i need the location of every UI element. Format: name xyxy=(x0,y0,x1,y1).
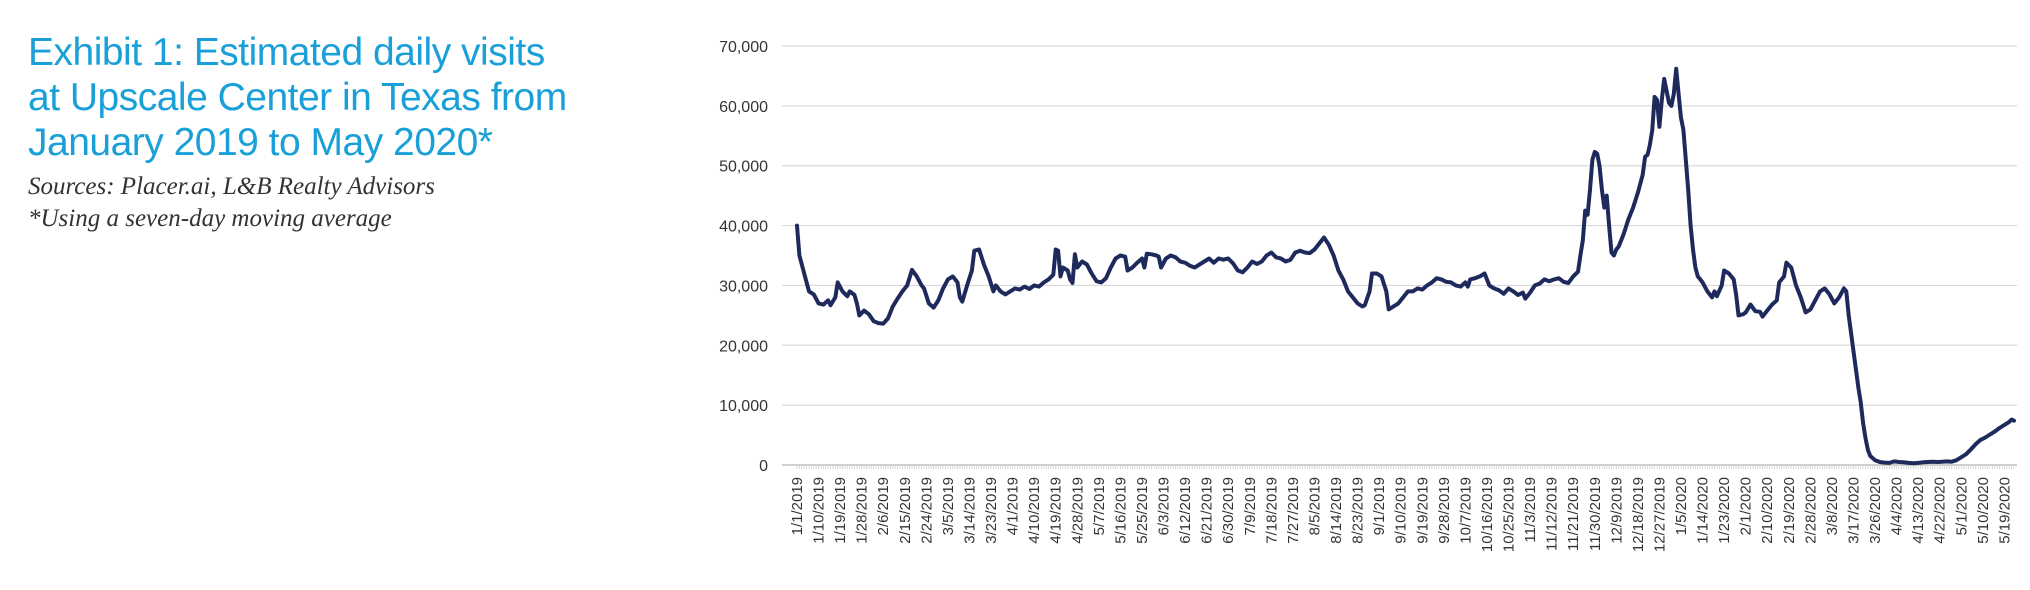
x-tick-label: 5/25/2019 xyxy=(1134,477,1151,544)
y-tick-label: 20,000 xyxy=(719,338,768,355)
x-tick-label: 8/14/2019 xyxy=(1328,477,1345,544)
x-axis-ticks: 1/1/2019 1/10/2019 1/19/2019 1/28/2019 2/6/2… xyxy=(789,477,2013,552)
y-tick-label: 60,000 xyxy=(719,99,768,116)
x-tick-label: 3/17/2020 xyxy=(1845,477,1862,544)
x-tick-label: 3/26/2020 xyxy=(1867,477,1884,544)
x-tick-label: 1/19/2019 xyxy=(832,477,849,544)
footnote: *Using a seven-day moving average xyxy=(28,205,392,232)
x-tick-label: 5/10/2020 xyxy=(1975,477,1992,544)
x-tick-label: 10/7/2019 xyxy=(1457,477,1474,544)
y-tick-label: 30,000 xyxy=(719,278,768,295)
x-tick-label: 8/23/2019 xyxy=(1350,477,1367,544)
x-tick-label: 7/27/2019 xyxy=(1285,477,1302,544)
y-tick-label: 70,000 xyxy=(719,39,768,56)
x-tick-label: 9/19/2019 xyxy=(1414,477,1431,544)
y-axis-ticks: 0 10,000 20,000 30,000 40,000 50,000 60,000 70,… xyxy=(719,39,768,475)
x-tick-label: 4/28/2019 xyxy=(1069,477,1086,544)
x-tick-label: 5/7/2019 xyxy=(1091,477,1108,535)
x-tick-label: 2/28/2020 xyxy=(1802,477,1819,544)
x-tick-label: 5/1/2020 xyxy=(1953,477,1970,535)
x-tick-label: 5/19/2020 xyxy=(1996,477,2013,544)
x-axis xyxy=(782,464,2017,469)
x-tick-label: 1/10/2019 xyxy=(811,477,828,544)
x-tick-label: 3/23/2019 xyxy=(983,477,1000,544)
x-tick-label: 7/18/2019 xyxy=(1263,477,1280,544)
x-tick-label: 1/23/2020 xyxy=(1716,477,1733,544)
x-tick-label: 11/30/2019 xyxy=(1587,477,1604,551)
x-tick-label: 1/28/2019 xyxy=(854,477,871,544)
grid-lines xyxy=(782,45,2017,406)
x-tick-label: 2/24/2019 xyxy=(918,477,935,544)
x-tick-label: 4/22/2020 xyxy=(1932,477,1949,544)
x-tick-label: 8/5/2019 xyxy=(1306,477,1323,535)
x-tick-label: 11/21/2019 xyxy=(1565,477,1582,551)
x-tick-label: 9/28/2019 xyxy=(1436,477,1453,544)
x-tick-label: 3/5/2019 xyxy=(940,477,957,535)
x-tick-label: 4/19/2019 xyxy=(1048,477,1065,544)
x-tick-label: 2/1/2020 xyxy=(1738,477,1755,535)
x-tick-label: 1/14/2020 xyxy=(1695,477,1712,544)
x-tick-label: 2/10/2020 xyxy=(1759,477,1776,544)
x-tick-label: 11/3/2019 xyxy=(1522,477,1539,543)
x-tick-label: 1/1/2019 xyxy=(789,477,806,535)
x-tick-label: 2/19/2020 xyxy=(1781,477,1798,544)
x-tick-label: 7/9/2019 xyxy=(1242,477,1259,535)
x-tick-label: 3/8/2020 xyxy=(1824,477,1841,535)
series-line-daily-visits xyxy=(795,66,2016,466)
x-tick-label: 11/12/2019 xyxy=(1544,477,1561,551)
x-tick-label: 9/10/2019 xyxy=(1393,477,1410,544)
y-tick-label: 40,000 xyxy=(719,219,768,236)
x-tick-label: 6/12/2019 xyxy=(1177,477,1194,544)
x-tick-label: 12/18/2019 xyxy=(1630,477,1647,552)
x-tick-label: 4/1/2019 xyxy=(1005,477,1022,535)
chart-title-line-2: at Upscale Center in Texas from xyxy=(28,76,567,119)
x-tick-label: 2/15/2019 xyxy=(897,477,914,544)
sources-note: Sources: Placer.ai, L&B Realty Advisors xyxy=(28,173,435,200)
x-tick-label: 5/16/2019 xyxy=(1112,477,1129,544)
x-tick-label: 10/25/2019 xyxy=(1501,477,1518,552)
x-tick-label: 6/3/2019 xyxy=(1156,477,1173,535)
x-tick-label: 9/1/2019 xyxy=(1371,477,1388,535)
x-tick-label: 12/9/2019 xyxy=(1608,477,1625,544)
x-tick-label: 4/4/2020 xyxy=(1889,477,1906,535)
chart-title-line-3: January 2019 to May 2020* xyxy=(28,121,493,164)
x-tick-label: 10/16/2019 xyxy=(1479,477,1496,552)
x-tick-label: 12/27/2019 xyxy=(1651,477,1668,552)
x-tick-label: 4/10/2019 xyxy=(1026,477,1043,544)
x-tick-label: 4/13/2020 xyxy=(1910,477,1927,544)
x-tick-label: 2/6/2019 xyxy=(875,477,892,535)
title-block: Exhibit 1: Estimated daily visits at Ups… xyxy=(28,30,628,235)
x-tick-label: 1/5/2020 xyxy=(1673,477,1690,535)
chart-title-line-1: Exhibit 1: Estimated daily visits xyxy=(28,31,545,74)
x-tick-label: 6/21/2019 xyxy=(1199,477,1216,544)
y-tick-label: 0 xyxy=(759,458,768,475)
x-tick-label: 3/14/2019 xyxy=(961,477,978,544)
y-tick-label: 10,000 xyxy=(719,398,768,415)
x-tick-label: 6/30/2019 xyxy=(1220,477,1237,544)
y-tick-label: 50,000 xyxy=(719,159,768,176)
